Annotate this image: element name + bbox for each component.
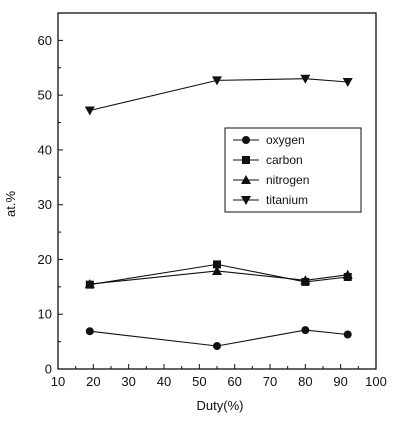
y-tick-label: 0 xyxy=(45,362,52,377)
x-tick-label: 40 xyxy=(157,374,171,389)
data-point-oxygen xyxy=(85,327,94,336)
data-point-nitrogen xyxy=(342,269,353,279)
x-tick-label: 10 xyxy=(51,374,65,389)
series-line-titanium xyxy=(89,78,348,112)
data-point-nitrogen xyxy=(300,275,311,285)
legend-label-oxygen: oxygen xyxy=(266,133,305,147)
data-point-titanium xyxy=(300,74,311,84)
x-tick-label: 100 xyxy=(365,374,387,389)
series-line-oxygen xyxy=(89,329,348,347)
y-tick-label: 20 xyxy=(38,252,52,267)
y-tick-label: 40 xyxy=(38,142,52,157)
x-tick-label: 50 xyxy=(192,374,206,389)
y-tick-label: 50 xyxy=(38,88,52,103)
y-tick-label: 60 xyxy=(38,33,52,48)
x-tick-label: 20 xyxy=(86,374,100,389)
legend-marker-titanium xyxy=(241,196,251,205)
legend-marker-nitrogen xyxy=(241,175,251,184)
legend-item-nitrogen: nitrogen xyxy=(233,173,309,187)
x-tick-label: 70 xyxy=(263,374,277,389)
legend-item-titanium: titanium xyxy=(233,193,308,207)
data-point-nitrogen xyxy=(84,279,95,289)
x-axis-title: Duty(%) xyxy=(197,398,244,413)
legend-label-titanium: titanium xyxy=(266,193,308,207)
legend-item-carbon: carbon xyxy=(233,153,303,167)
data-point-oxygen xyxy=(343,330,352,339)
legend: oxygen carbon nitrogen titanium xyxy=(224,127,362,213)
data-point-nitrogen xyxy=(212,265,222,275)
series-nitrogen xyxy=(84,265,353,289)
x-tick-label: 80 xyxy=(298,374,312,389)
series-line-nitrogen xyxy=(89,270,348,285)
x-tick-label: 60 xyxy=(227,374,241,389)
legend-marker-carbon xyxy=(242,156,250,164)
x-tick-label: 90 xyxy=(333,374,347,389)
y-tick-label: 10 xyxy=(38,307,52,322)
x-tick-label: 30 xyxy=(121,374,135,389)
series-oxygen xyxy=(85,326,352,350)
legend-label-carbon: carbon xyxy=(266,153,303,167)
data-point-titanium xyxy=(342,78,353,88)
legend-label-nitrogen: nitrogen xyxy=(266,173,309,187)
data-point-titanium xyxy=(84,106,95,116)
series-line-carbon xyxy=(89,263,348,286)
data-point-carbon xyxy=(213,260,221,269)
data-point-titanium xyxy=(212,76,222,86)
series-titanium xyxy=(84,74,353,116)
series-layer xyxy=(84,74,353,350)
legend-marker-oxygen xyxy=(242,136,250,144)
data-point-oxygen xyxy=(213,341,221,350)
data-point-oxygen xyxy=(301,326,310,335)
legend-item-oxygen: oxygen xyxy=(233,133,305,147)
y-axis-title: at.% xyxy=(3,191,18,217)
y-tick-label: 30 xyxy=(38,197,52,212)
